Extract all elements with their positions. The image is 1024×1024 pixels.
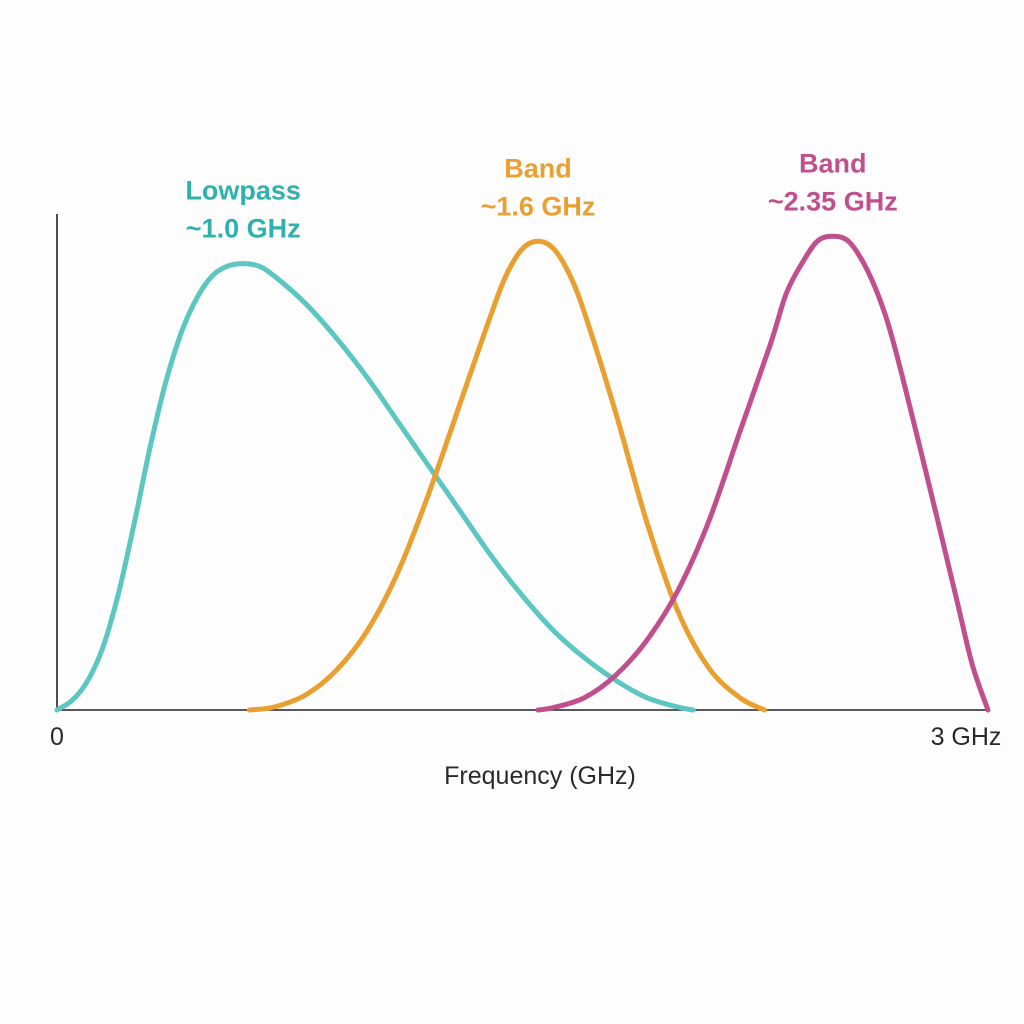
series-label-3-line-1: Band	[799, 148, 867, 178]
x-tick-labels: 0 3 GHz	[50, 723, 1001, 751]
series-labels: Lowpass ~1.0 GHz Band ~1.6 GHz Band ~2.35 GHz	[185, 148, 897, 243]
series-line-1	[54, 261, 696, 713]
series-label-3-line-2: ~2.35 GHz	[768, 186, 898, 216]
x-axis-title: Frequency (GHz)	[444, 762, 636, 790]
series-line-3	[535, 233, 991, 713]
x-tick-label-1: 0	[50, 723, 64, 751]
series-label-2-line-1: Band	[504, 153, 572, 183]
series-label-1-line-1: Lowpass	[185, 176, 301, 206]
x-tick-label-2: 3 GHz	[931, 723, 1002, 751]
series-curves	[54, 233, 991, 713]
series-line-2	[246, 238, 768, 713]
series-label-2-line-2: ~1.6 GHz	[481, 191, 596, 221]
series-label-1-line-2: ~1.0 GHz	[186, 214, 301, 244]
